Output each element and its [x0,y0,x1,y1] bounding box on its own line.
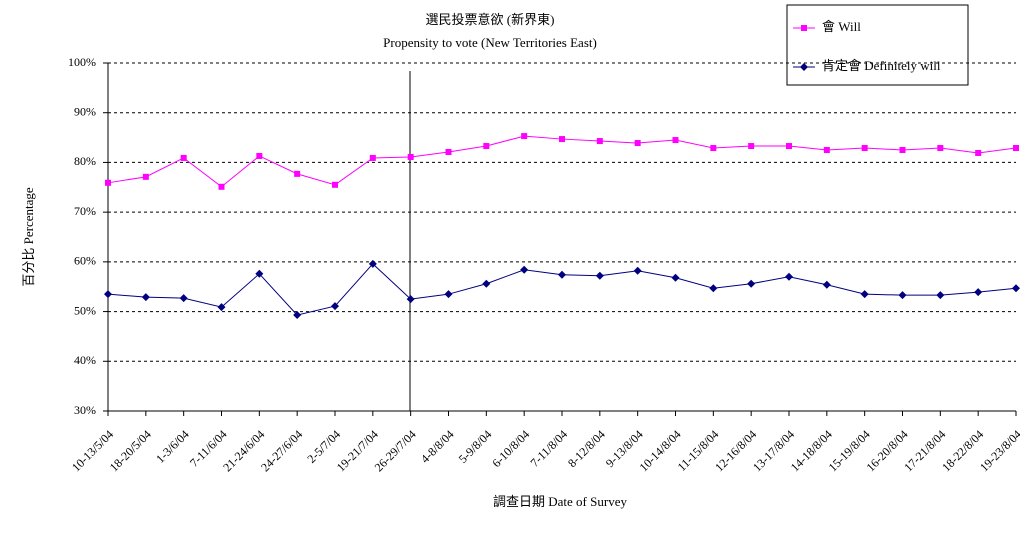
data-point [672,137,679,144]
data-point [1013,145,1019,152]
data-point [748,143,755,150]
x-tick-label: 18-20/5/04 [107,427,154,474]
data-point [483,143,490,150]
data-point [294,170,301,177]
data-point [444,290,453,299]
data-point [521,133,528,140]
y-tick-label: 100% [68,55,96,69]
legend-label: 肯定會 Definitely will [822,58,941,73]
data-point [786,143,792,150]
data-point [747,279,756,288]
data-point [520,265,529,274]
data-point [256,152,263,159]
y-tick-label: 60% [74,254,96,268]
x-tick-label: 7-11/8/04 [527,427,570,470]
data-point [822,280,831,289]
y-axis-label: 百分比 Percentage [21,187,36,287]
data-point [105,179,111,186]
data-point [633,266,642,275]
chart-subtitle: Propensity to vote (New Territories East… [383,35,597,50]
data-point [141,293,150,302]
data-point [369,154,376,161]
legend-marker [801,25,807,31]
data-point [1012,284,1020,293]
data-point [634,140,641,147]
data-point [936,291,945,300]
data-point [899,147,906,153]
y-tick-label: 50% [74,303,96,317]
x-tick-label: 24-27/6/04 [258,427,305,474]
data-point [407,153,414,160]
x-tick-label: 6-10/8/04 [489,427,532,470]
data-point [331,302,339,311]
data-point [217,303,226,312]
data-point [406,295,415,304]
data-point [974,288,983,297]
data-point [559,136,565,143]
legend-label: 會 Will [822,19,861,34]
chart-title: 選民投票意欲 (新界東) [426,12,555,27]
data-point [785,272,793,281]
x-tick-label: 4-8/8/04 [418,427,457,466]
y-tick-label: 40% [74,353,96,367]
legend-box [786,4,969,86]
data-point [823,147,830,153]
data-point [937,145,944,152]
data-point [671,273,680,282]
data-point [445,148,452,155]
data-point [861,145,868,152]
data-point [595,271,604,280]
data-point [179,294,188,303]
data-point [293,311,302,320]
data-point [975,149,982,156]
y-tick-label: 70% [74,204,96,218]
y-tick-label: 30% [74,403,96,417]
data-point [709,284,718,293]
data-point [332,181,338,188]
data-point [142,173,149,180]
x-axis-label: 調查日期 Date of Survey [493,494,627,509]
data-point [558,270,566,279]
data-point [482,279,491,288]
y-tick-label: 80% [74,154,96,168]
data-point [180,154,187,161]
legend-marker [800,63,808,71]
data-point [860,290,869,299]
data-point [218,183,225,190]
data-point [368,259,377,268]
data-point [255,269,264,278]
x-tick-label: 26-29/7/04 [372,427,419,474]
data-point [710,145,717,152]
y-tick-label: 90% [74,104,96,118]
data-point [898,291,907,300]
x-tick-label: 8-12/8/04 [565,427,608,470]
data-point [104,290,112,299]
series-line [107,135,1017,188]
data-point [596,138,603,145]
